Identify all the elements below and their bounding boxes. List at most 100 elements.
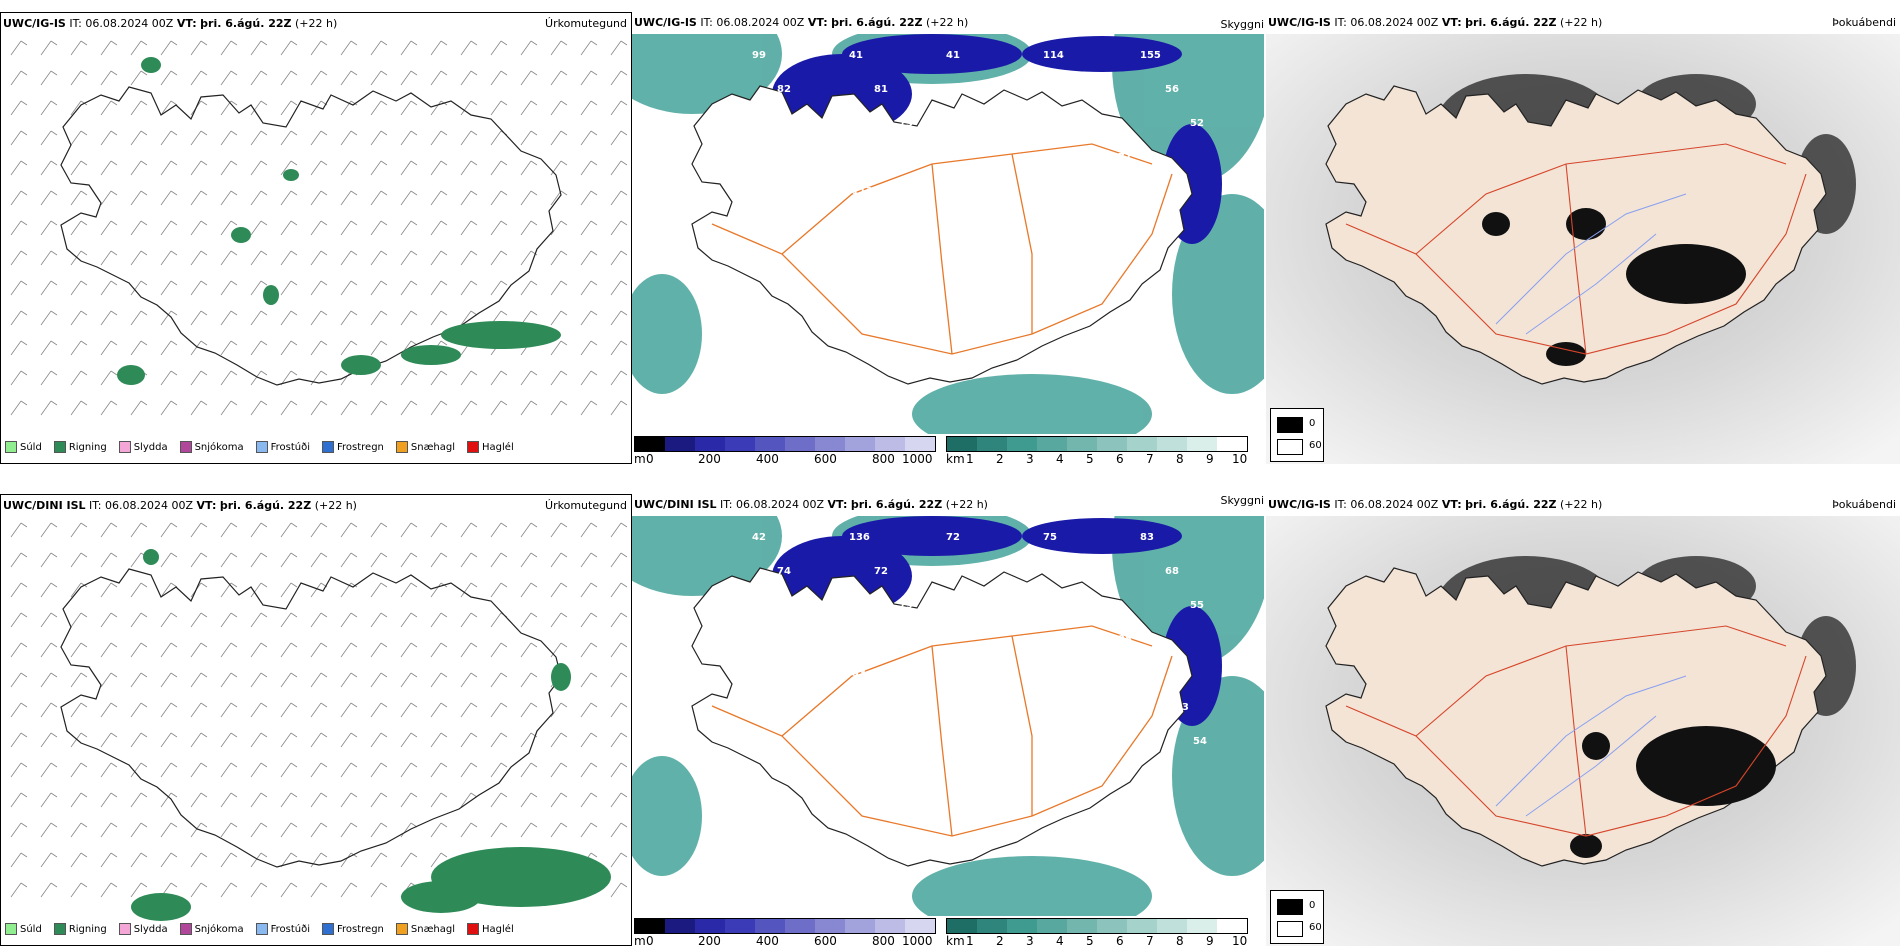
- panel-header: UWC/IG-IS IT: 06.08.2024 00Z VT: þri. 6.…: [3, 17, 338, 30]
- wind-barb: [400, 672, 418, 688]
- panel-header: UWC/IG-IS IT: 06.08.2024 00Z VT: þri. 6.…: [634, 16, 969, 29]
- wind-barb: [430, 762, 448, 778]
- wind-barb: [310, 310, 328, 326]
- panel-precip-type-top: UWC/IG-IS IT: 06.08.2024 00Z VT: þri. 6.…: [0, 12, 632, 464]
- wind-barb: [520, 552, 538, 568]
- wind-barb: [40, 672, 58, 688]
- rain-area: [117, 365, 145, 385]
- wind-barb: [190, 250, 208, 266]
- wind-barb: [100, 672, 118, 688]
- wind-barb: [70, 160, 88, 176]
- visibility-unit: km: [946, 934, 965, 946]
- wind-barb: [610, 220, 628, 236]
- wind-barb: [280, 672, 298, 688]
- wind-barb: [220, 220, 238, 236]
- wind-barb: [100, 310, 118, 326]
- wind-barb: [460, 522, 478, 538]
- wind-barb: [610, 130, 628, 146]
- legend-item: Slydda: [118, 923, 168, 935]
- wind-barb: [10, 762, 28, 778]
- wind-barb: [250, 882, 268, 898]
- wind-barb: [70, 732, 88, 748]
- visibility-tick: 5: [1086, 452, 1094, 464]
- ceiling-label: 80: [971, 84, 985, 95]
- wind-barb: [430, 70, 448, 86]
- ceiling-label: 77: [902, 736, 916, 747]
- ceiling-tick: 400: [756, 452, 779, 464]
- ceiling-tick: 600: [814, 452, 837, 464]
- wind-barb: [190, 552, 208, 568]
- wind-barb: [460, 582, 478, 598]
- wind-barb: [430, 612, 448, 628]
- wind-barb: [40, 70, 58, 86]
- wind-barb: [190, 220, 208, 236]
- wind-barb: [40, 310, 58, 326]
- wind-barb: [580, 190, 598, 206]
- wind-barb: [160, 340, 178, 356]
- wind-barb: [370, 370, 388, 386]
- wind-barb: [580, 792, 598, 808]
- wind-barb: [10, 672, 28, 688]
- wind-barb: [430, 702, 448, 718]
- wind-barb: [490, 160, 508, 176]
- wind-barb: [370, 130, 388, 146]
- wind-barb: [310, 250, 328, 266]
- ceiling-label: 134: [949, 186, 970, 197]
- ceiling-label: 72: [946, 532, 960, 543]
- wind-barb: [310, 340, 328, 356]
- ceiling-label: 39: [999, 736, 1013, 747]
- wind-barb: [370, 882, 388, 898]
- wind-barb: [370, 220, 388, 236]
- wind-barb: [250, 732, 268, 748]
- wind-barb: [460, 160, 478, 176]
- wind-barb: [460, 250, 478, 266]
- wind-barb: [460, 702, 478, 718]
- wind-barb: [490, 190, 508, 206]
- wind-barb: [10, 250, 28, 266]
- wind-barb: [220, 130, 238, 146]
- wind-barb: [310, 130, 328, 146]
- wind-barb: [550, 250, 568, 266]
- ceiling-label: 41: [849, 50, 863, 61]
- wind-barb: [370, 552, 388, 568]
- wind-barb: [490, 702, 508, 718]
- wind-barb: [40, 762, 58, 778]
- wind-barb: [250, 70, 268, 86]
- wind-barb: [100, 160, 118, 176]
- ceiling-label: 49: [755, 186, 769, 197]
- wind-barb: [520, 582, 538, 598]
- ceiling-label: 139: [877, 702, 898, 713]
- low-ceiling-area: [1022, 36, 1182, 72]
- fog-land-area: [1582, 732, 1610, 760]
- ceiling-unit: m: [634, 452, 646, 464]
- wind-barb: [580, 160, 598, 176]
- wind-barb: [250, 310, 268, 326]
- wind-barb: [190, 762, 208, 778]
- wind-barb: [580, 280, 598, 296]
- ceiling-label: 111: [974, 702, 995, 713]
- wind-barb: [70, 400, 88, 416]
- wind-barb: [250, 40, 268, 56]
- fog-land-area: [1570, 834, 1602, 858]
- wind-barb: [490, 582, 508, 598]
- wind-barb: [190, 852, 208, 868]
- wind-barb: [250, 190, 268, 206]
- wind-barb: [550, 612, 568, 628]
- wind-barb: [340, 732, 358, 748]
- legend-item: Snæhagl: [395, 441, 455, 453]
- wind-barb: [70, 792, 88, 808]
- fog-scale: 0 60: [1270, 408, 1324, 462]
- wind-barb: [10, 400, 28, 416]
- wind-barb: [220, 852, 238, 868]
- visibility-tick: 7: [1146, 452, 1154, 464]
- wind-barb: [430, 160, 448, 176]
- wind-barb: [190, 672, 208, 688]
- low-visibility-area: [1112, 34, 1264, 184]
- wind-barb: [430, 250, 448, 266]
- wind-barb: [460, 822, 478, 838]
- wind-barb: [280, 370, 298, 386]
- visibility-tick: 7: [1146, 934, 1154, 946]
- wind-barb: [370, 160, 388, 176]
- wind-barb: [70, 822, 88, 838]
- wind-barb: [550, 40, 568, 56]
